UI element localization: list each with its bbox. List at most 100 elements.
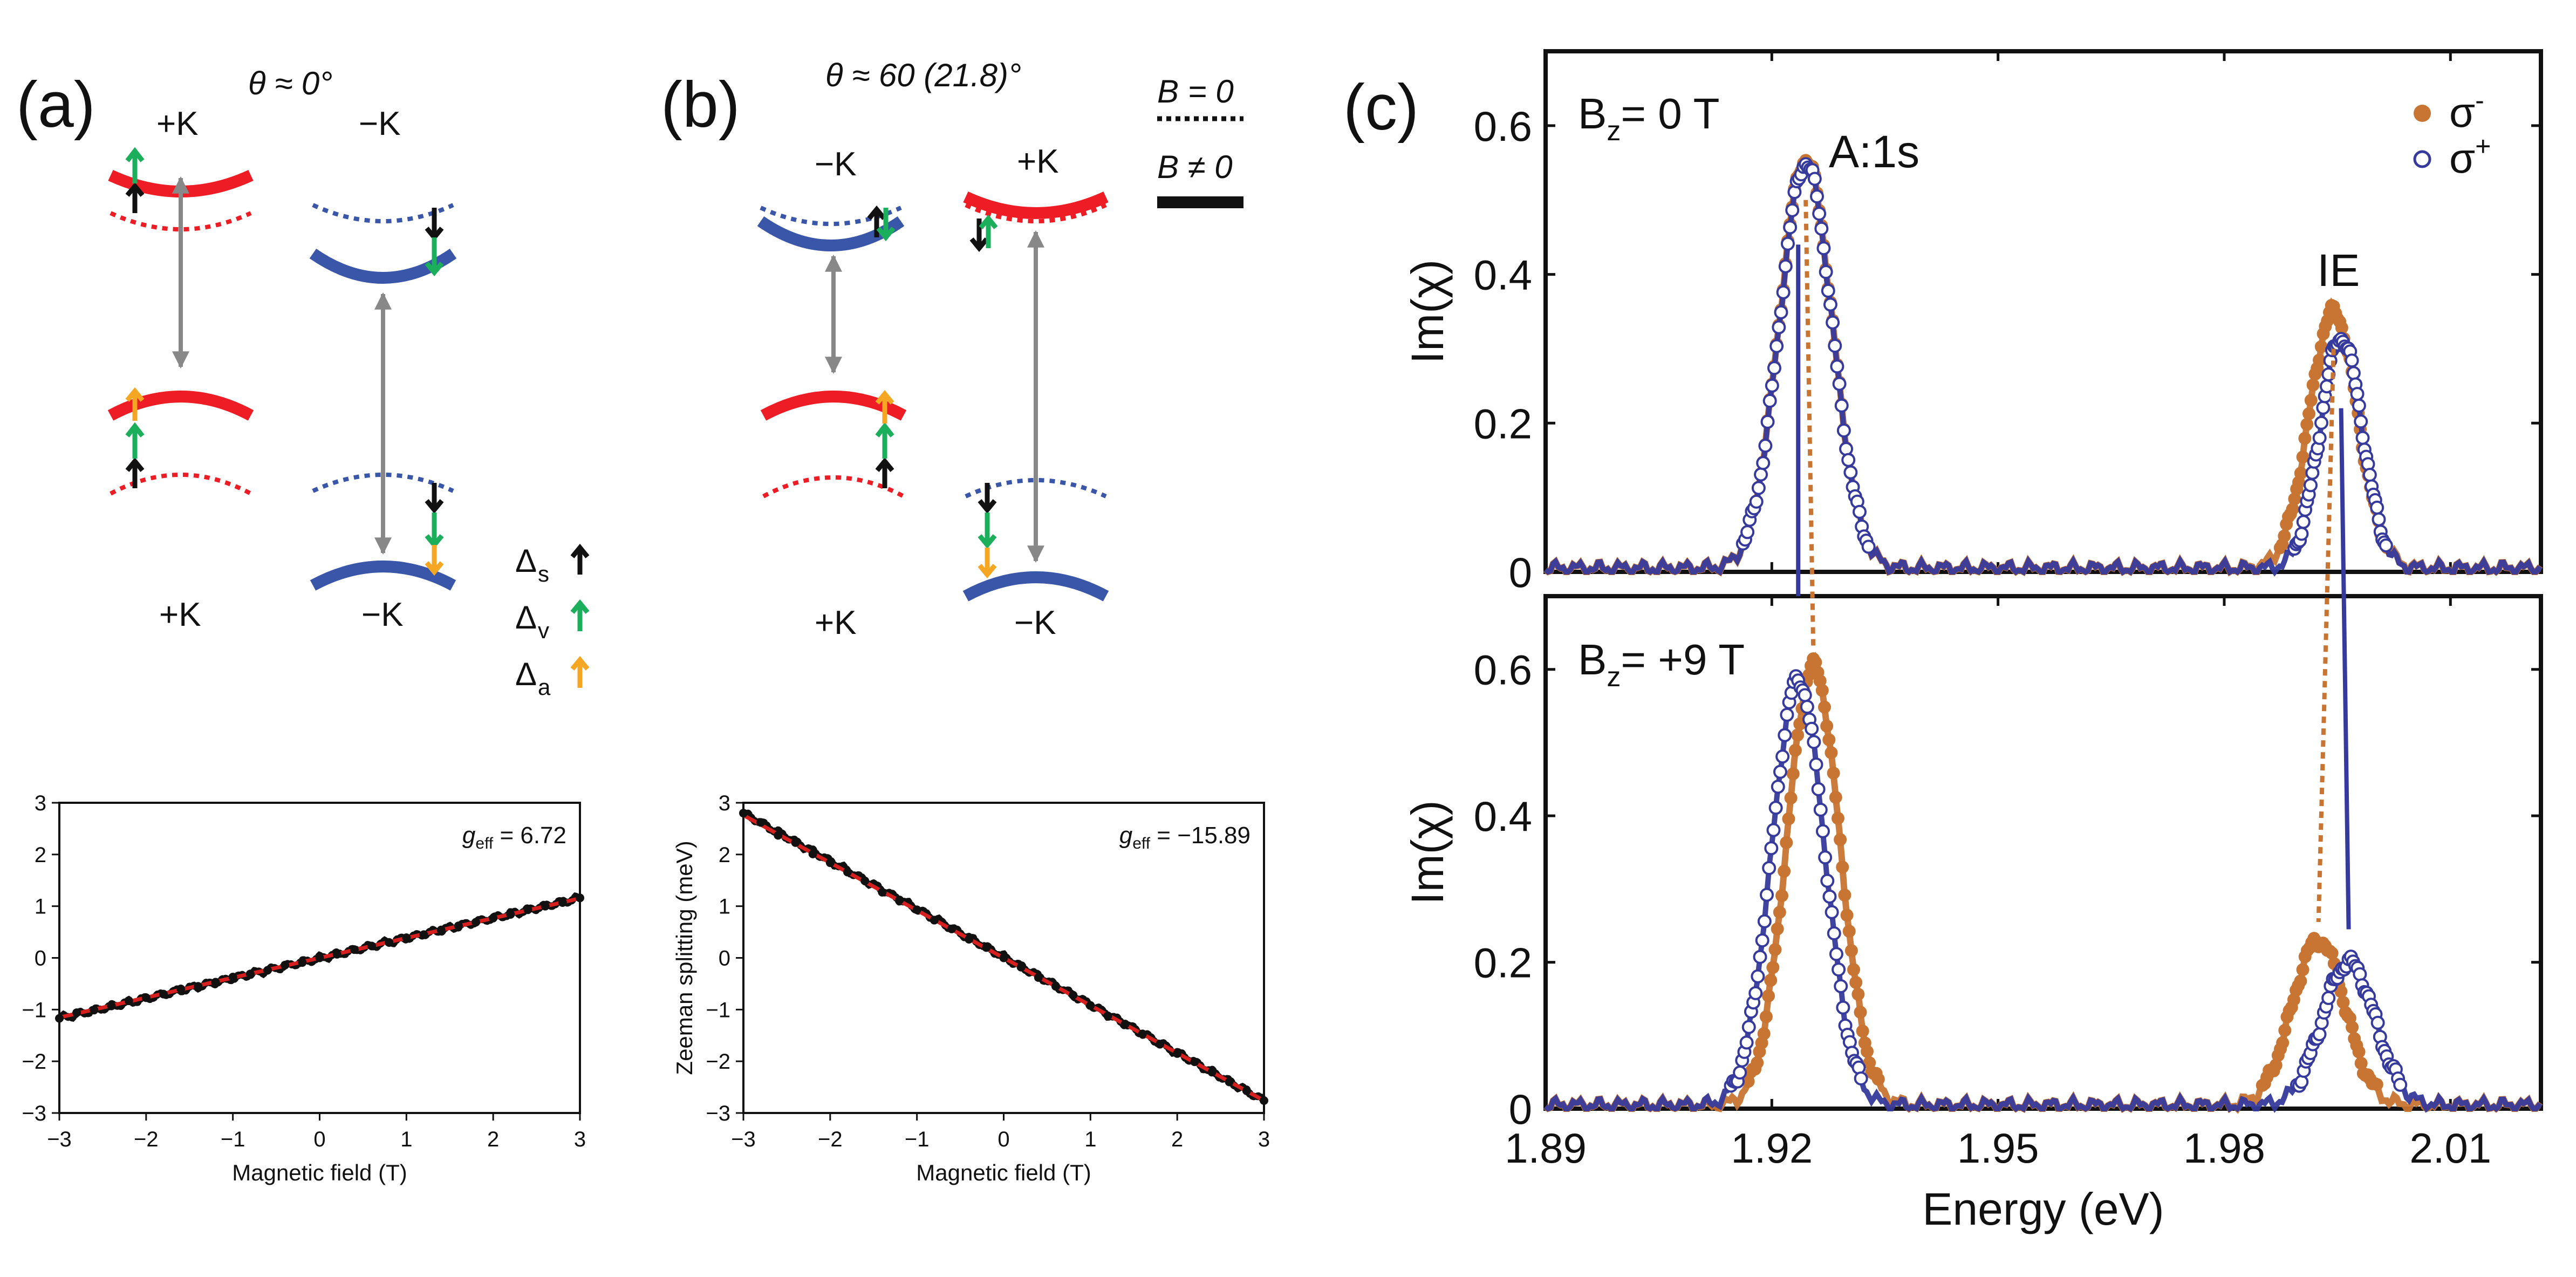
sigma-minus-point xyxy=(2288,492,2301,506)
x-tick-label: −2 xyxy=(134,1128,159,1151)
sigma-minus-point xyxy=(2304,393,2318,407)
sigma-minus-point xyxy=(2346,1021,2359,1034)
sigma-minus-shift-line xyxy=(1803,200,1816,648)
panel-b-bottom-right-valley: −K xyxy=(1014,604,1056,641)
panel-a-label: (a) xyxy=(16,69,95,141)
data-point xyxy=(436,925,446,934)
data-point xyxy=(72,1008,81,1017)
y-tick-label: −2 xyxy=(706,1050,730,1074)
sigma-plus-point xyxy=(1811,782,1826,796)
data-point xyxy=(965,935,974,944)
sigma-minus-point xyxy=(1820,719,1834,733)
delta-s-arrow-icon xyxy=(570,543,590,575)
sigma-plus-point xyxy=(1739,1035,1754,1050)
spin-arrow-black-icon xyxy=(978,483,997,514)
y-tick-label: 0 xyxy=(719,947,730,971)
sigma-plus-point xyxy=(1820,873,1835,888)
zeeman-plot-a: −3 −2 −1 0 1 2 3 −3 −2 −1 0 1 2 3 Magnetic field (T) ge… xyxy=(22,791,586,1185)
y-tick-label: 2 xyxy=(35,843,46,867)
sigma-plus-point xyxy=(1815,824,1830,838)
bottom-field-title: Bz= +9 T xyxy=(1578,636,1745,693)
data-point xyxy=(176,985,186,993)
data-point xyxy=(124,996,133,1006)
data-point xyxy=(1138,1029,1147,1039)
data-point xyxy=(489,913,498,923)
data-point xyxy=(878,887,887,897)
data-point xyxy=(1051,982,1060,991)
sigma-plus-point xyxy=(2372,512,2386,527)
spin-arrow-black-icon xyxy=(125,457,145,488)
legend-sigma-plus-marker xyxy=(2413,150,2431,168)
panel-a-top-right-valley: −K xyxy=(359,105,401,142)
sigma-minus-point xyxy=(2300,418,2314,431)
spin-arrow-black-icon xyxy=(867,205,886,237)
data-point xyxy=(263,966,272,975)
y-tick-label: 3 xyxy=(35,791,46,815)
sigma-plus-point xyxy=(1751,481,1766,495)
sigma-plus-point xyxy=(2362,468,2377,482)
sigma-plus-point xyxy=(1839,442,1854,456)
sigma-plus-point xyxy=(2350,387,2365,401)
sigma-minus-point xyxy=(1764,973,1778,987)
anomalous-arrow-yellow-icon xyxy=(978,548,997,579)
data-point xyxy=(912,905,921,914)
sigma-minus-point xyxy=(1809,655,1822,669)
panel-c-label: (c) xyxy=(1343,71,1419,144)
y-tick-label: 0.4 xyxy=(1474,251,1532,299)
data-point xyxy=(999,953,1008,962)
sigma-plus-trace xyxy=(1543,672,2543,1114)
x-tick-label: 1 xyxy=(1084,1128,1096,1151)
sigma-plus-point xyxy=(2294,1075,2309,1089)
sigma-plus-shift-line xyxy=(2339,408,2351,930)
sigma-plus-point xyxy=(1805,721,1819,736)
sigma-plus-point xyxy=(1834,398,1849,413)
sigma-minus-point xyxy=(1780,836,1793,849)
sigma-plus-point xyxy=(2321,991,2336,1005)
sigma-minus-point xyxy=(2296,963,2309,976)
sigma-plus-point xyxy=(1778,728,1792,742)
data-point xyxy=(159,989,168,999)
data-point xyxy=(541,902,550,911)
y-tick-label: 1 xyxy=(35,895,46,919)
panel-a-top-left-valley: +K xyxy=(156,105,199,142)
sigma-plus-point xyxy=(1818,850,1833,865)
sigma-minus-point xyxy=(1757,1027,1771,1040)
data-point xyxy=(281,960,290,969)
sigma-minus-point xyxy=(2296,450,2309,464)
data-point xyxy=(211,978,220,987)
sigma-plus-point xyxy=(1760,887,1774,902)
y-tick-label: 0 xyxy=(1509,1085,1532,1133)
data-point xyxy=(1016,962,1026,972)
y-tick-label: −3 xyxy=(22,1102,46,1125)
sigma-minus-point xyxy=(2334,985,2348,998)
x-tick-label: −3 xyxy=(731,1128,756,1151)
legend-sigma-minus-marker xyxy=(2414,105,2431,122)
sigma-minus-point xyxy=(1775,889,1788,903)
sigma-plus-point xyxy=(1798,688,1812,702)
sigma-plus-point xyxy=(1813,802,1828,817)
sigma-plus-point xyxy=(1740,525,1755,540)
sigma-minus-point xyxy=(1851,987,1865,1001)
sigma-plus-point xyxy=(2346,366,2361,380)
sigma-minus-trace xyxy=(1543,157,2543,577)
sigma-minus-point xyxy=(1827,767,1840,780)
sigma-plus-point xyxy=(1853,504,1867,519)
y-tick-label: −3 xyxy=(706,1102,730,1125)
sigma-plus-point xyxy=(1841,453,1856,467)
sigma-plus-point xyxy=(1767,361,1782,375)
data-point xyxy=(843,868,852,877)
sigma-minus-point xyxy=(2370,1078,2383,1091)
sigma-minus-point xyxy=(2352,1045,2366,1059)
data-point xyxy=(454,921,463,931)
data-point xyxy=(558,898,567,907)
valley-arrow-green-icon xyxy=(979,214,998,248)
sigma-minus-point xyxy=(1856,1025,1869,1038)
sigma-plus-point xyxy=(1753,950,1767,964)
panel-b-top-left-valley: −K xyxy=(815,146,857,183)
sigma-plus-point xyxy=(1773,764,1787,779)
sigma-minus-point xyxy=(1784,791,1798,805)
anomalous-arrow-yellow-icon xyxy=(875,390,894,424)
sigma-plus-point xyxy=(2355,431,2370,445)
data-point xyxy=(472,918,480,927)
sigma-plus-point xyxy=(2352,398,2366,413)
